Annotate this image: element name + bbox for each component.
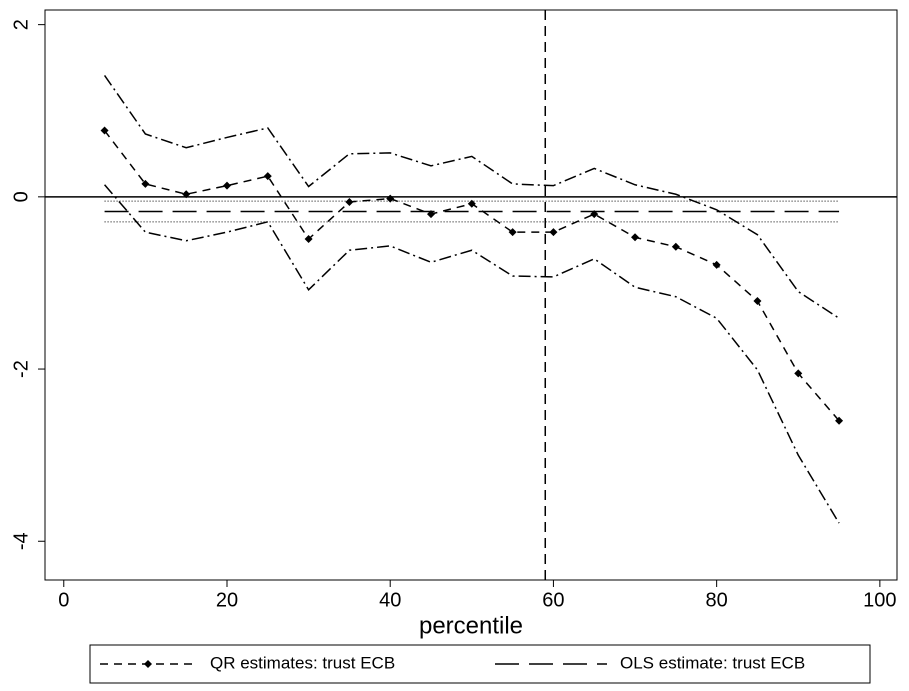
plot-frame	[44, 9, 898, 581]
ci-line	[104, 184, 840, 524]
qr-marker	[549, 228, 558, 237]
qr-marker	[712, 260, 721, 269]
legend-box	[89, 644, 871, 684]
x-tick-label: 0	[58, 589, 69, 611]
y-tick-label: 0	[10, 191, 32, 202]
legend-marker	[144, 660, 152, 668]
x-tick-label: 40	[379, 589, 401, 611]
qr-marker	[345, 198, 354, 207]
x-tick-label: 60	[542, 589, 564, 611]
qr-marker	[671, 242, 680, 251]
qr-marker	[427, 210, 436, 219]
qr-marker	[590, 210, 599, 219]
qr-marker	[222, 181, 231, 190]
qr-marker	[508, 228, 517, 237]
x-tick-label: 100	[863, 589, 896, 611]
qr-marker	[182, 190, 191, 199]
qr-marker	[753, 297, 762, 306]
y-tick-label: -4	[10, 532, 32, 550]
qr-marker	[794, 369, 803, 378]
legend-label: OLS estimate: trust ECB	[620, 653, 805, 672]
qr-marker	[263, 172, 272, 181]
y-tick-label: -2	[10, 360, 32, 378]
legend-label: QR estimates: trust ECB	[210, 653, 395, 672]
ci-line	[103, 75, 840, 319]
qr-line	[103, 130, 840, 422]
x-axis-label: percentile	[419, 612, 523, 639]
x-tick-label: 80	[706, 589, 728, 611]
qr-marker	[467, 199, 476, 208]
x-tick-label: 20	[216, 589, 238, 611]
qr-marker	[386, 194, 395, 203]
y-tick-label: 2	[10, 19, 32, 30]
qr-marker	[835, 416, 844, 425]
qr-marker	[304, 235, 313, 244]
qr-marker	[141, 179, 150, 188]
qr-marker	[100, 126, 109, 135]
qr-marker	[631, 233, 640, 242]
